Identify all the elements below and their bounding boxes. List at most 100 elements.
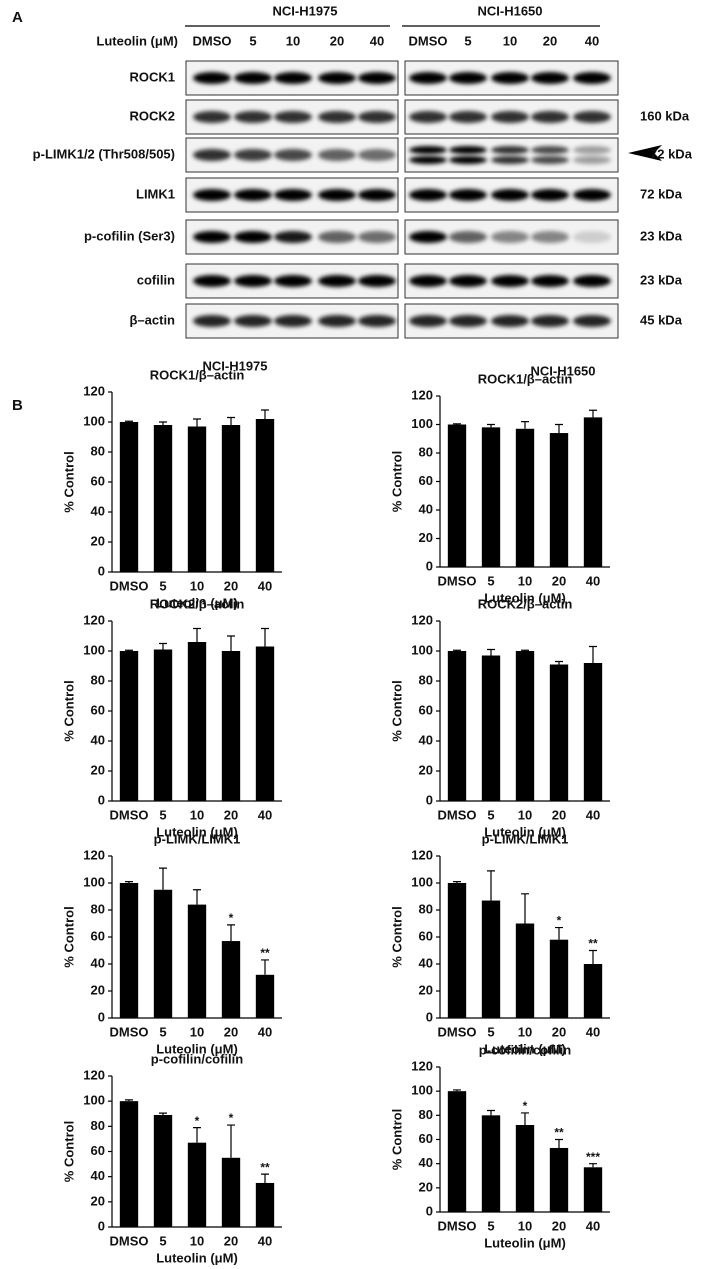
y-tick-label: 120	[83, 847, 105, 862]
y-tick-label: 40	[419, 955, 433, 970]
blot-band	[274, 315, 312, 327]
bar	[187, 1142, 207, 1227]
y-tick-label: 40	[91, 503, 105, 518]
blot-band	[234, 315, 272, 327]
x-tick-label: DMSO	[110, 1233, 149, 1248]
blot-band	[193, 275, 231, 287]
y-tick-label: 120	[411, 1058, 433, 1073]
error-bar	[589, 409, 597, 418]
significance: *	[195, 1114, 200, 1128]
chart-title: ROCK1/β–actin	[150, 367, 245, 382]
error-bar	[261, 627, 269, 647]
y-tick-label: 40	[91, 1168, 105, 1183]
bar	[515, 651, 535, 801]
x-tick-label: 5	[159, 1024, 166, 1039]
x-tick-label: DMSO	[110, 1024, 149, 1039]
x-tick-label: 40	[258, 578, 272, 593]
error-bar	[453, 649, 461, 651]
error-bar	[521, 893, 529, 924]
y-tick-label: 0	[426, 1203, 433, 1218]
significance: ***	[586, 1150, 600, 1164]
error-bar	[555, 423, 563, 434]
error-bar	[261, 959, 269, 975]
blot-band	[449, 156, 487, 164]
y-tick-label: 20	[419, 530, 433, 545]
blot-band	[573, 146, 611, 154]
bar	[119, 422, 139, 572]
treatment-label: Luteolin (μM)	[96, 33, 178, 48]
error-bar	[521, 649, 529, 651]
blot-band	[234, 111, 272, 123]
y-tick-label: 20	[91, 982, 105, 997]
x-tick-label: 40	[258, 1233, 272, 1248]
blot-band	[409, 146, 447, 154]
bar	[549, 664, 569, 801]
chart-title: p-cofilin/cofilin	[151, 1051, 243, 1066]
y-tick-label: 100	[411, 642, 433, 657]
y-axis-label: % Control	[61, 1121, 76, 1182]
x-tick-label: 20	[552, 807, 566, 822]
x-tick-label: 10	[190, 578, 204, 593]
y-tick-label: 120	[411, 612, 433, 627]
y-tick-label: 40	[91, 732, 105, 747]
x-tick-label: 5	[159, 578, 166, 593]
chart-title: p-cofilin/cofilin	[479, 1042, 571, 1057]
blot-band	[573, 156, 611, 164]
x-tick-label: 5	[487, 1024, 494, 1039]
error-bar	[193, 418, 201, 427]
error-bar	[521, 421, 529, 429]
cell-line-header: NCI-H1650	[477, 3, 542, 18]
x-tick-label: 10	[518, 573, 532, 588]
x-tick-label: 10	[518, 807, 532, 822]
blot-band	[234, 189, 272, 201]
blot-frame	[404, 137, 619, 173]
bar	[255, 974, 275, 1018]
y-tick-label: 100	[411, 416, 433, 431]
bar	[515, 428, 535, 567]
molecular-weight: 23 kDa	[640, 272, 683, 287]
error-bar	[125, 420, 133, 422]
blot-row-label: p-LIMK1/2 (Thr508/505)	[33, 146, 175, 161]
blot-band	[274, 111, 312, 123]
y-tick-label: 80	[91, 901, 105, 916]
error-bar	[261, 1173, 269, 1183]
bar	[583, 417, 603, 567]
y-axis-label: % Control	[389, 451, 404, 512]
bar	[549, 433, 569, 567]
x-axis-label: Luteolin (μM)	[156, 1041, 238, 1056]
x-axis-label: Luteolin (μM)	[484, 1235, 566, 1250]
lane-label: DMSO	[409, 33, 448, 48]
blot-band	[449, 111, 487, 123]
x-tick-label: 5	[487, 807, 494, 822]
lane-label: 20	[330, 33, 344, 48]
bar	[481, 655, 501, 801]
bar	[447, 651, 467, 801]
blot-band	[573, 111, 611, 123]
blot-band	[193, 189, 231, 201]
error-bar	[159, 1112, 167, 1116]
significance: **	[260, 946, 270, 960]
x-tick-label: 10	[190, 807, 204, 822]
panel-label: B	[12, 397, 23, 414]
y-axis-label: % Control	[389, 906, 404, 967]
blot-band	[358, 231, 396, 243]
significance: *	[229, 911, 234, 925]
y-tick-label: 20	[91, 533, 105, 548]
blot-band	[358, 315, 396, 327]
error-bar	[555, 1138, 563, 1148]
y-tick-label: 0	[426, 1009, 433, 1024]
y-tick-label: 60	[91, 702, 105, 717]
bar	[221, 941, 241, 1018]
y-tick-label: 60	[419, 473, 433, 488]
bar	[549, 939, 569, 1018]
y-tick-label: 100	[411, 874, 433, 889]
bar	[153, 649, 173, 801]
y-tick-label: 0	[426, 558, 433, 573]
molecular-weight: 72 kDa	[650, 146, 693, 161]
y-tick-label: 20	[419, 982, 433, 997]
blot-band	[409, 231, 447, 243]
error-bar	[125, 881, 133, 883]
blot-band	[358, 111, 396, 123]
blot-band	[573, 231, 611, 243]
